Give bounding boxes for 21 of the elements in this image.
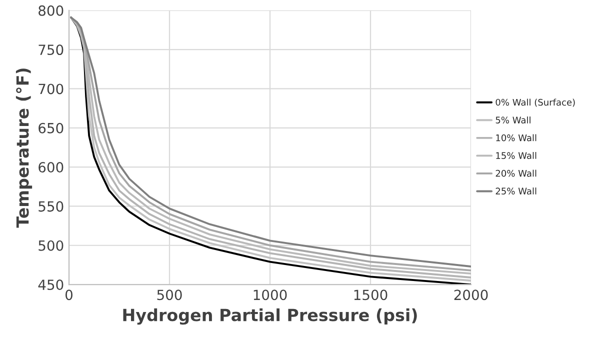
- legend-label: 20% Wall: [496, 170, 536, 177]
- x-axis-title: Hydrogen Partial Pressure (psi): [123, 308, 417, 325]
- x-tick-label: 0: [65, 290, 72, 300]
- y-tick-label: 450: [38, 280, 64, 290]
- x-tick-label: 1000: [254, 290, 287, 300]
- y-tick-label: 600: [38, 162, 64, 173]
- legend-label: 15% Wall: [496, 152, 536, 159]
- x-tick-label: 500: [157, 290, 182, 300]
- y-tick-label: 750: [38, 44, 64, 56]
- y-tick-label: 700: [38, 84, 64, 94]
- x-tick-label: 2000: [454, 290, 488, 300]
- y-axis-title: Temperature (°F): [16, 68, 32, 228]
- y-tick-label: 800: [38, 5, 64, 16]
- legend-label: 25% Wall: [496, 188, 536, 195]
- legend-label: 5% Wall: [496, 116, 530, 124]
- legend-label: 10% Wall: [496, 134, 536, 142]
- x-tick-label: 1500: [354, 290, 388, 300]
- y-tick-label: 550: [38, 201, 64, 212]
- y-tick-label: 500: [38, 240, 64, 251]
- y-tick-label: 650: [38, 122, 64, 134]
- legend-label: 0% Wall (Surface): [496, 98, 575, 107]
